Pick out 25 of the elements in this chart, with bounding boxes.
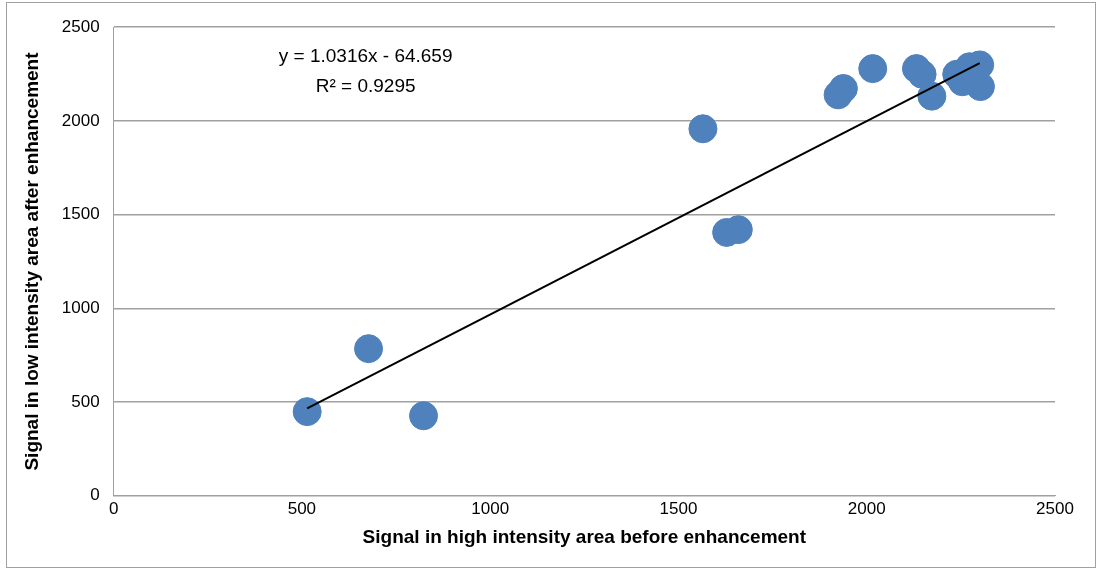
point xyxy=(965,72,995,102)
y-axis-title: Signal in low intensity area after enhancement xyxy=(20,51,42,471)
point xyxy=(292,397,322,427)
point xyxy=(907,59,937,89)
point xyxy=(858,54,888,84)
x-tick-label: 0 xyxy=(108,498,119,518)
x-tick-label: 1000 xyxy=(471,498,510,518)
x-axis-title: Signal in high intensity area before enhancement xyxy=(362,525,807,547)
x-tick-label: 2000 xyxy=(847,498,886,518)
y-tick-label: 0 xyxy=(90,485,100,505)
y-tick-label: 1500 xyxy=(61,204,100,224)
x-tick-label: 1500 xyxy=(659,498,698,518)
point xyxy=(688,114,718,144)
point xyxy=(828,73,858,103)
x-tick-label: 2500 xyxy=(1036,498,1074,518)
x-tick-label: 500 xyxy=(287,498,317,518)
y-tick-label: 500 xyxy=(71,391,100,411)
annotation: R² = 0.9295 xyxy=(315,75,416,97)
y-tick-label: 2000 xyxy=(61,110,100,130)
y-tick-label: 1000 xyxy=(61,298,100,318)
annotation: y = 1.0316x - 64.659 xyxy=(278,45,453,67)
point xyxy=(409,401,439,431)
point xyxy=(354,334,384,364)
point xyxy=(917,81,947,111)
y-tick-label: 2500 xyxy=(61,16,100,36)
